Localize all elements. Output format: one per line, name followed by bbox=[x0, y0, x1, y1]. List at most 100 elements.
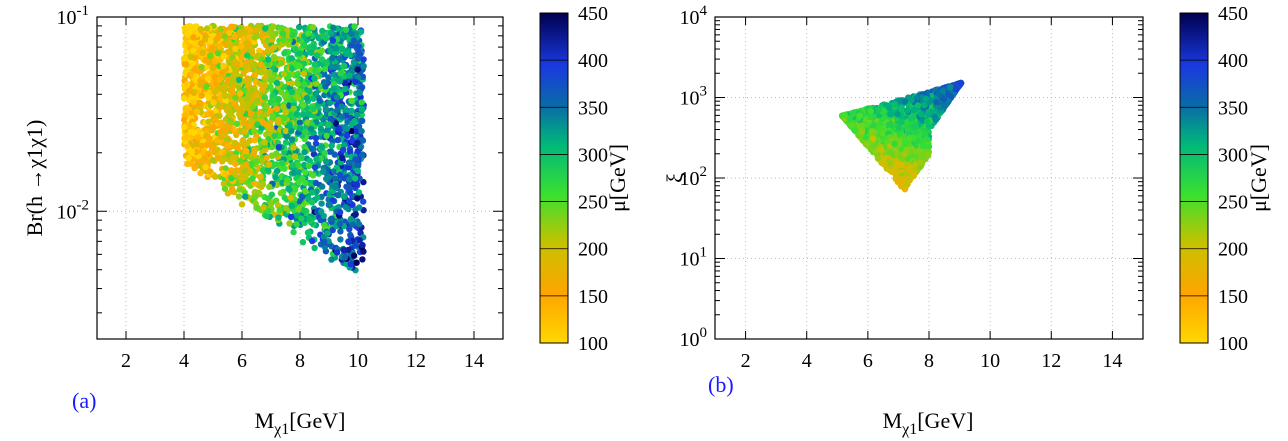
panel-a-scatter-point bbox=[360, 56, 367, 63]
panel-a-scatter-point bbox=[307, 125, 315, 133]
panel-a-scatter-point bbox=[314, 194, 321, 202]
panel-a-scatter-point bbox=[311, 164, 319, 171]
panel-a-scatter-point bbox=[304, 229, 312, 236]
panel-a-scatter-point bbox=[311, 75, 318, 82]
panel-a-scatter-point bbox=[331, 175, 339, 182]
panel-a-scatter-point bbox=[290, 105, 297, 113]
panel-a-scatter-point bbox=[296, 87, 303, 95]
panel-a-colorbar-tick-label: 350 bbox=[578, 97, 608, 119]
panel-a-scatter-point bbox=[345, 246, 352, 254]
panel-a-scatter-point bbox=[301, 148, 308, 156]
panel-a-ylabel: Br(h →χ1χ1) bbox=[22, 120, 47, 237]
panel-a-scatter-point bbox=[187, 53, 195, 61]
panel-a-scatter-point bbox=[181, 116, 188, 124]
panel-a-scatter-point bbox=[242, 193, 249, 200]
panel-a-scatter-point bbox=[355, 43, 362, 50]
panel-a-scatter-point bbox=[318, 200, 325, 207]
panel-a-scatter-point bbox=[197, 81, 204, 89]
panel-a-scatter-point bbox=[286, 154, 293, 161]
panel-a-scatter-point bbox=[267, 99, 274, 106]
panel-a-scatter-point bbox=[329, 226, 336, 234]
panel-a-scatter-point bbox=[336, 220, 344, 228]
panel-b-points bbox=[838, 79, 965, 193]
panel-a-scatter-point bbox=[268, 143, 276, 151]
panel-a-colorbar-tick-label: 450 bbox=[578, 3, 608, 25]
panel-a-scatter-point bbox=[229, 154, 237, 161]
panel-a-scatter-point bbox=[282, 109, 289, 116]
panel-a-scatter-point bbox=[269, 112, 276, 120]
panel-a-scatter-point bbox=[280, 36, 287, 43]
panel-a-x-tick-label: 6 bbox=[237, 350, 247, 372]
panel-a-scatter-point bbox=[206, 59, 213, 66]
panel-a-scatter-point bbox=[211, 94, 219, 101]
panel-a-scatter-point bbox=[260, 68, 267, 75]
panel-a-scatter-point bbox=[350, 252, 358, 259]
panel-a-x-tick-label: 4 bbox=[179, 350, 189, 372]
panel-a-scatter-point bbox=[251, 180, 258, 187]
panel-a-colorbar-tick-label: 150 bbox=[578, 286, 608, 308]
panel-a-scatter-point bbox=[209, 143, 216, 150]
panel-a-scatter-point bbox=[227, 49, 234, 56]
panel-a-scatter-point bbox=[323, 132, 330, 139]
panel-a-scatter-point bbox=[306, 215, 314, 223]
panel-a-scatter-point bbox=[285, 185, 292, 192]
panel-a-scatter-point bbox=[253, 97, 260, 105]
panel-a-scatter-point bbox=[183, 132, 190, 139]
panel-a-scatter-point bbox=[182, 106, 189, 113]
panel-a-scatter-point bbox=[340, 146, 347, 154]
panel-a-scatter-point bbox=[354, 66, 361, 73]
panel-a-scatter-point bbox=[197, 170, 204, 177]
panel-a-scatter-point bbox=[216, 76, 223, 84]
panel-a-scatter-point bbox=[267, 83, 274, 91]
panel-a-scatter-point bbox=[333, 45, 340, 52]
panel-a-scatter-point bbox=[355, 123, 363, 130]
panel-a-scatter-point bbox=[331, 183, 339, 191]
panel-a-scatter-point bbox=[182, 61, 190, 68]
panel-a-scatter-point bbox=[182, 55, 189, 62]
panel-a-scatter-point bbox=[359, 256, 366, 263]
panel-a-scatter-point bbox=[224, 76, 232, 83]
panel-a-y-tick-label: 10-2 bbox=[57, 197, 90, 223]
panel-a-scatter-point bbox=[339, 154, 346, 162]
panel-a-scatter-point bbox=[251, 137, 258, 144]
panel-a-scatter-point bbox=[281, 194, 288, 201]
panel-a-scatter-point bbox=[288, 80, 296, 87]
panel-a-colorbar-tick-label: 200 bbox=[578, 239, 608, 261]
panel-a-x-tick-label: 10 bbox=[348, 350, 368, 372]
panel-a-scatter-point bbox=[198, 92, 205, 99]
panel-a-scatter-point bbox=[273, 167, 281, 175]
panel-a-scatter-point bbox=[208, 110, 215, 117]
panel-a-scatter-point bbox=[345, 159, 353, 166]
panel-a-scatter-point bbox=[360, 62, 367, 70]
panel-a-scatter-point bbox=[238, 96, 245, 104]
panel-a-scatter-point bbox=[320, 212, 327, 220]
panel-a-scatter-point bbox=[358, 99, 365, 106]
panel-a-scatter-point bbox=[350, 37, 357, 44]
panel-a-scatter-point bbox=[319, 183, 326, 190]
panel-a-scatter-point bbox=[298, 154, 305, 161]
panel-a-scatter-point bbox=[251, 27, 259, 34]
panel-a-colorbar-tick-label: 100 bbox=[578, 333, 608, 355]
panel-a-scatter-point bbox=[332, 63, 339, 71]
panel-a-scatter-point bbox=[299, 175, 306, 182]
panel-a-scatter-point bbox=[247, 117, 255, 124]
panel-a-scatter-point bbox=[297, 125, 304, 132]
panel-a-scatter-point bbox=[321, 150, 328, 157]
panel-a-scatter-point bbox=[220, 156, 227, 163]
panel-a-scatter-point bbox=[224, 142, 232, 149]
panel-a-scatter-point bbox=[288, 55, 295, 62]
panel-a-scatter-point bbox=[352, 78, 359, 86]
panel-a-scatter-point bbox=[312, 90, 319, 97]
panel-a-scatter-point bbox=[278, 24, 285, 32]
panel-a-scatter-point bbox=[201, 36, 209, 43]
panel-a-scatter-point bbox=[228, 174, 235, 182]
panel-a-scatter-point bbox=[308, 189, 316, 196]
panel-a-scatter-point bbox=[233, 120, 241, 128]
panel-a-scatter-point bbox=[241, 128, 248, 135]
panel-a-scatter-point bbox=[330, 71, 338, 79]
panel-a-y-tick-label: 10-1 bbox=[57, 3, 90, 29]
panel-a-scatter-point bbox=[339, 45, 346, 52]
panel-a-scatter-point bbox=[214, 155, 221, 162]
panel-a-scatter-point bbox=[240, 35, 247, 42]
panel-a-scatter-point bbox=[262, 25, 269, 32]
